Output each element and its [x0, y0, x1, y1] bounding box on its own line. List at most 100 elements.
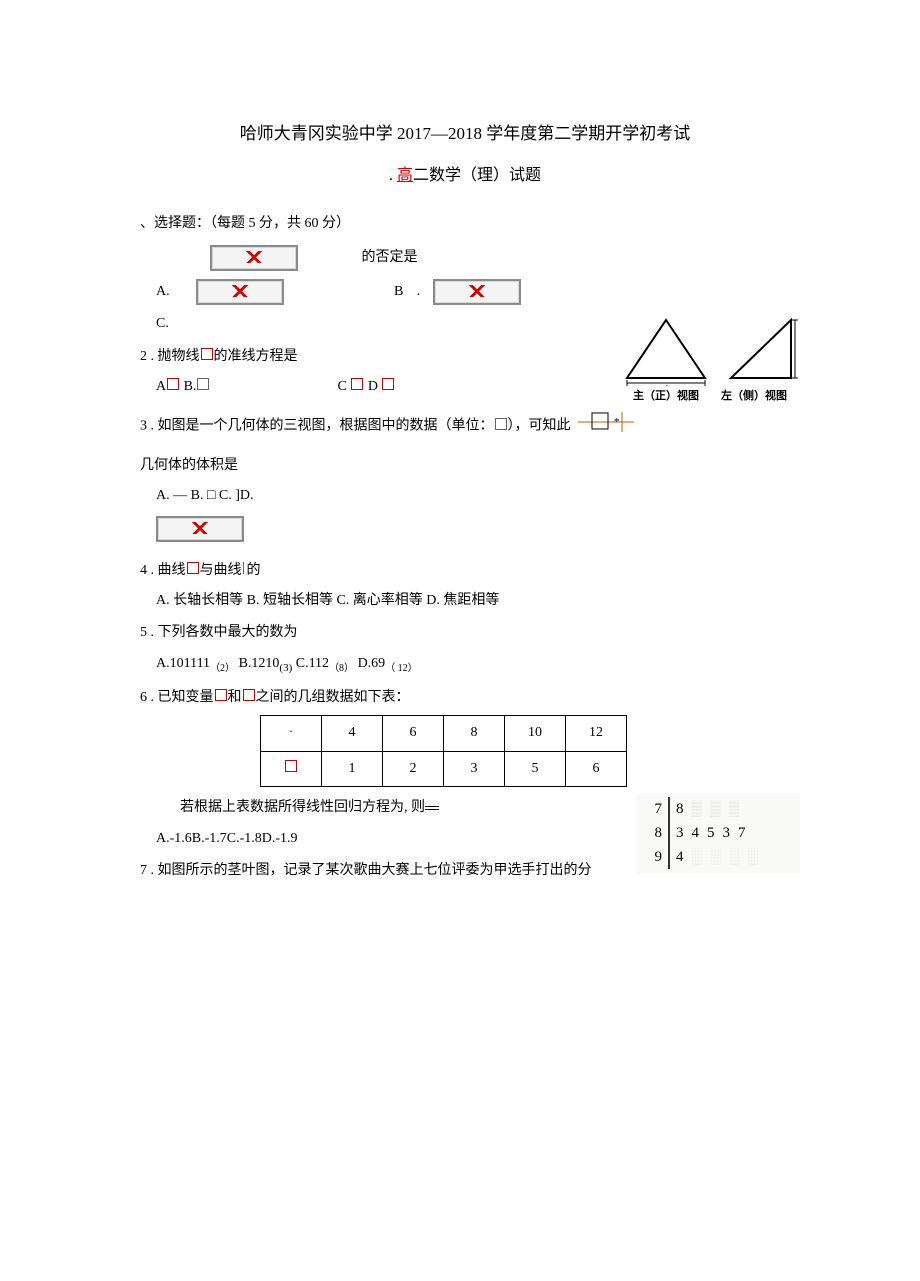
q1-tail: 的否定是 [362, 250, 418, 265]
question-6: 6 . 已知变量和之间的几组数据如下表： [140, 687, 790, 709]
title-suffix: 学年度第二学期开学初考试 [482, 124, 690, 143]
leaves: 34537 [670, 821, 798, 845]
table-cell: 12 [566, 716, 627, 751]
stem: 8 [638, 821, 670, 845]
stemleaf-row: 8 34537 [638, 821, 798, 845]
side-view-label: 左（侧）视图 [721, 388, 787, 406]
q3-options: A. — B. □ C. ]D. [156, 485, 790, 507]
placeholder-box-icon [495, 418, 507, 430]
smudge-icon: ▒▒▒ [692, 801, 748, 817]
question-4: 4 . 曲线与曲线的 [140, 560, 790, 582]
section-1-header: 、选择题：（每题 5 分，共 60 分） [140, 213, 790, 235]
q5-opt-b: B.1210 [239, 656, 280, 671]
leaf-values: 8 [676, 801, 692, 817]
q2-opt-c: C [337, 379, 350, 394]
q4-text-b: 与曲线 [200, 563, 242, 578]
missing-image-icon [210, 245, 298, 271]
front-view-label: 主（正）视图 [633, 388, 699, 406]
placeholder-box-icon [243, 689, 255, 701]
q5-opt-d-sub: （ 12） [385, 662, 418, 673]
front-view-dim: 4 [664, 384, 669, 386]
placeholder-box-icon [201, 348, 213, 360]
q3-text-b: ），可知此 [508, 419, 571, 434]
table-row: · 4 6 8 10 12 [261, 716, 627, 751]
q3-text-a: 3 . 如图是一个几何体的三视图，根据图中的数据（单位： [140, 419, 494, 434]
exam-page: 哈师大青冈实验中学 2017—2018 学年度第二学期开学初考试 . 高二数学（… [0, 0, 920, 926]
q5-opt-c: C.112 [296, 656, 329, 671]
table-cell: 10 [505, 716, 566, 751]
table-cell: 6 [383, 716, 444, 751]
page-subtitle: . 高二数学（理）试题 [140, 163, 790, 189]
question-5: 5 . 下列各数中最大的数为 [140, 622, 790, 644]
front-view-icon: 4 [621, 316, 711, 386]
q2-text-a: 2 . 抛物线 [140, 349, 200, 364]
q3-line2: 几何体的体积是 [140, 455, 790, 477]
title-prefix: 哈师大青冈实验中学 [240, 124, 397, 143]
table-cell: 1 [322, 751, 383, 786]
table-cell: 2 [383, 751, 444, 786]
placeholder-box-icon [285, 760, 297, 772]
q1-options-row1: A. B . [156, 279, 790, 305]
q4-text-c: 的 [247, 563, 261, 578]
q2-opt-b: B. [180, 379, 196, 394]
q5-opt-b-sub: (3) [279, 661, 292, 673]
three-view-labels: 主（正）视图 左（侧）视图 [610, 388, 810, 406]
question-2: 4 4 主（正）视图 左（侧）视图 2 . 抛物线的准线方程是 [140, 346, 790, 368]
q5-opt-a-sub: （2） [210, 662, 235, 673]
q6-text-a: 6 . 已知变量 [140, 690, 214, 705]
subtitle-highlight: 高 [397, 167, 413, 184]
q1-opt-b-label: B [394, 281, 403, 303]
q1-opt-b-dot: . [403, 281, 433, 303]
placeholder-box-icon [187, 562, 199, 574]
q5-opt-c-sub: （8） [329, 662, 354, 673]
table-cell: 5 [505, 751, 566, 786]
plan-view-icon: * [578, 408, 634, 436]
stemleaf-row: 7 8▒▒▒ [638, 797, 798, 821]
q2-opt-d: D [364, 379, 381, 394]
q6-text-c: 之间的几组数据如下表： [256, 690, 410, 705]
q2-text-b: 的准线方程是 [214, 349, 298, 364]
blank-icon [425, 806, 439, 810]
missing-image-icon [156, 516, 244, 542]
table-cell: · [261, 716, 322, 751]
q6-line2-a: 若根据上表数据所得线性回归方程为 [180, 800, 404, 815]
q5-options: A.101111（2） B.1210(3) C.112（8） D.69（ 12） [156, 653, 790, 677]
q4-options: A. 长轴长相等 B. 短轴长相等 C. 离心率相等 D. 焦距相等 [156, 590, 790, 612]
placeholder-box-icon [351, 378, 363, 390]
q1-opt-c-label: C. [156, 316, 169, 331]
three-view-figure: 4 4 主（正）视图 左（侧）视图 [610, 316, 810, 406]
placeholder-box-icon [197, 378, 209, 390]
question-3: 3 . 如图是一个几何体的三视图，根据图中的数据（单位： ），可知此 * [140, 408, 790, 444]
table-cell [261, 751, 322, 786]
table-row: 1 2 3 5 6 [261, 751, 627, 786]
question-7: 7 . 如图所示的茎叶图，记录了某次歌曲大赛上七位评委为甲选手打出的分 [140, 860, 790, 882]
table-cell: 8 [444, 716, 505, 751]
title-years: 2017—2018 [397, 124, 482, 143]
question-1: 的否定是 [210, 245, 790, 271]
q6-line2: 若根据上表数据所得线性回归方程为, 则 7 8▒▒▒ 8 34537 9 4░░… [180, 797, 790, 819]
q6-line2-b: , 则 [404, 800, 425, 815]
table-cell: 3 [444, 751, 505, 786]
page-title: 哈师大青冈实验中学 2017—2018 学年度第二学期开学初考试 [140, 120, 790, 147]
placeholder-box-icon [382, 378, 394, 390]
leaves: 8▒▒▒ [670, 797, 798, 821]
table-cell: 6 [566, 751, 627, 786]
side-view-icon: 4 [725, 316, 799, 386]
q3-extra-image [156, 516, 790, 542]
table-cell: 4 [322, 716, 383, 751]
q6-text-b: 和 [228, 690, 242, 705]
missing-image-icon [433, 279, 521, 305]
subtitle-prefix: . [389, 167, 397, 184]
q6-data-table: · 4 6 8 10 12 1 2 3 5 6 [260, 715, 627, 787]
stem: 7 [638, 797, 670, 821]
missing-image-icon [196, 279, 284, 305]
q2-opt-a: A [156, 379, 166, 394]
plan-view-figure: * [578, 408, 634, 444]
table-head-x: · [289, 725, 294, 740]
svg-text:*: * [614, 416, 620, 428]
q4-text-a: 4 . 曲线 [140, 563, 186, 578]
q5-opt-d: D.69 [358, 656, 386, 671]
subtitle-rest: 二数学（理）试题 [413, 167, 541, 184]
q5-opt-a: A.101111 [156, 656, 210, 671]
placeholder-box-icon [243, 562, 246, 574]
